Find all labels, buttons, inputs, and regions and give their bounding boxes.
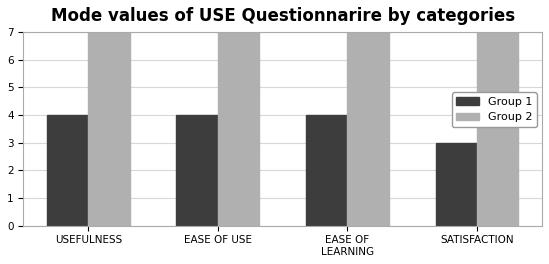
- Title: Mode values of USE Questionnarire by categories: Mode values of USE Questionnarire by cat…: [51, 7, 515, 25]
- Bar: [306, 115, 348, 226]
- Bar: [88, 32, 130, 226]
- Bar: [348, 32, 389, 226]
- Bar: [477, 32, 518, 226]
- Bar: [47, 115, 88, 226]
- Bar: [435, 143, 477, 226]
- Bar: [218, 32, 259, 226]
- Bar: [176, 115, 218, 226]
- Legend: Group 1, Group 2: Group 1, Group 2: [452, 92, 536, 127]
